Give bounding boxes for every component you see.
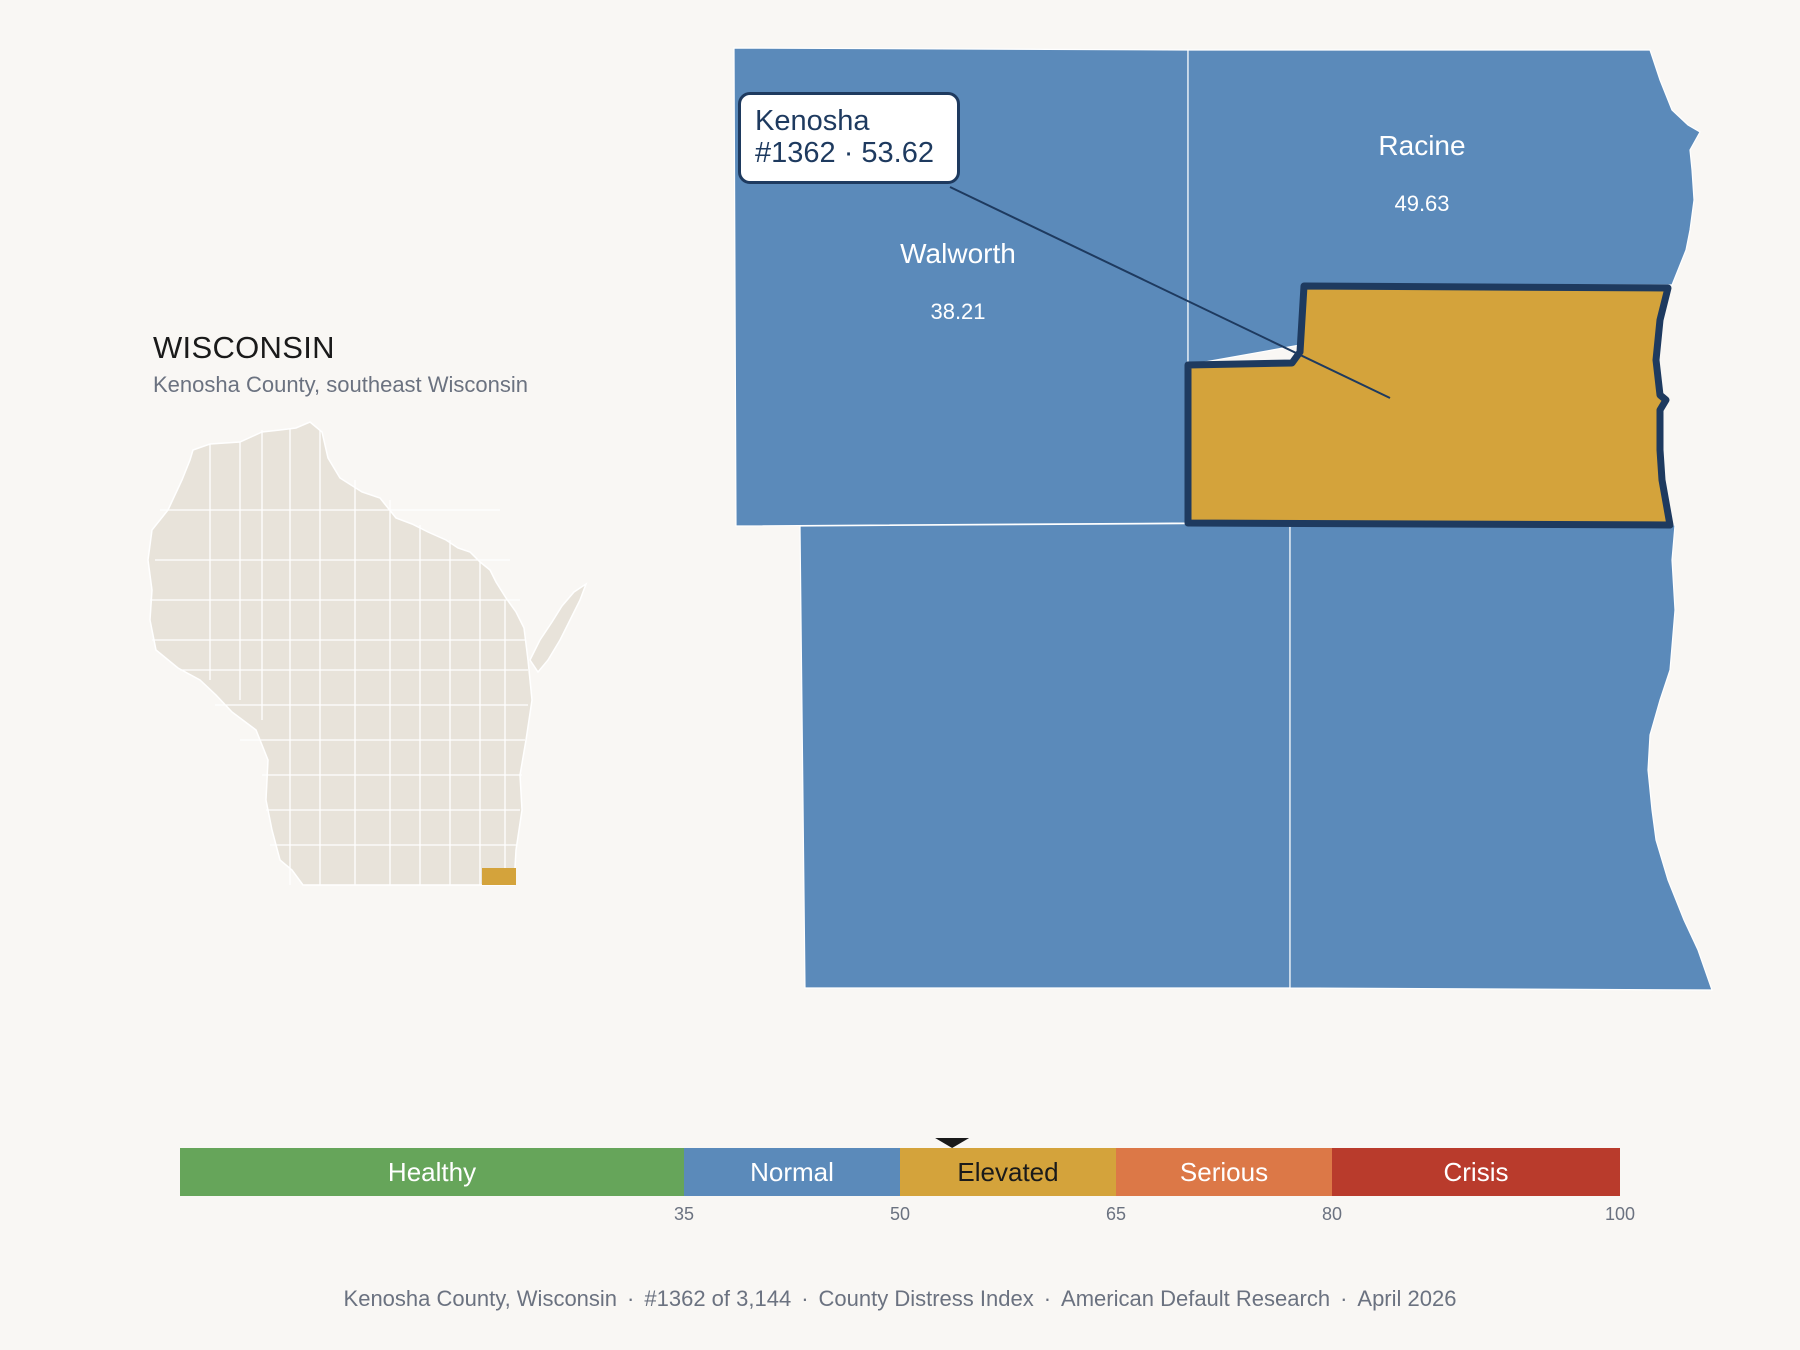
- legend-band-label: Serious: [1180, 1157, 1268, 1187]
- locator-map: [147, 421, 588, 886]
- county-south-east[interactable]: [1289, 522, 1713, 991]
- footer-index-name: County Distress Index: [818, 1286, 1034, 1311]
- footer-separator: ·: [801, 1286, 809, 1311]
- legend-band-label: Normal: [750, 1157, 834, 1187]
- door-peninsula: [529, 582, 588, 674]
- legend-tick-label: 65: [1106, 1204, 1126, 1224]
- legend-value-marker-icon: [935, 1138, 970, 1148]
- county-kenosha[interactable]: [1184, 282, 1674, 529]
- county-label-racine: Racine: [1378, 130, 1465, 161]
- county-value-walworth: 38.21: [930, 299, 985, 324]
- legend-tick-label: 100: [1605, 1204, 1635, 1224]
- legend-band-elevated: [900, 1148, 1116, 1196]
- county-value-racine: 49.63: [1394, 191, 1449, 216]
- footer-source: American Default Research: [1061, 1286, 1331, 1311]
- legend-band-serious: [1116, 1148, 1332, 1196]
- footer-rank: #1362 of 3,144: [644, 1286, 792, 1311]
- county-label-walworth: Walworth: [900, 238, 1016, 269]
- legend-band-healthy: [180, 1148, 684, 1196]
- legend-tick-label: 35: [674, 1204, 694, 1224]
- legend-band-label: Healthy: [388, 1157, 476, 1187]
- county-grid-lines: [150, 428, 528, 885]
- legend-band-normal: [684, 1148, 900, 1196]
- footer-location: Kenosha County, Wisconsin: [343, 1286, 618, 1311]
- footer-separator: ·: [1340, 1286, 1348, 1311]
- footer-caption: Kenosha County, Wisconsin · #1362 of 3,144…: [0, 1286, 1800, 1312]
- locator-state-title: WISCONSIN: [153, 330, 335, 365]
- legend-band-crisis: [1332, 1148, 1620, 1196]
- callout-county-name: Kenosha: [755, 105, 870, 137]
- county-south-west[interactable]: [799, 522, 1291, 989]
- kenosha-callout: Kenosha #1362 · 53.62: [738, 92, 960, 184]
- distress-scale-legend: Healthy Normal Elevated Serious Crisis 35 50 65…: [180, 1138, 1635, 1224]
- locator-kenosha-highlight: [482, 868, 516, 885]
- callout-leader-line: [949, 186, 1391, 399]
- legend-band-label: Crisis: [1444, 1157, 1509, 1187]
- footer-date: April 2026: [1357, 1286, 1457, 1311]
- legend-tick-label: 80: [1322, 1204, 1342, 1224]
- wisconsin-outline: [147, 421, 533, 886]
- footer-separator: ·: [1043, 1286, 1052, 1311]
- legend-tick-label: 50: [890, 1204, 910, 1224]
- locator-subtitle: Kenosha County, southeast Wisconsin: [153, 372, 529, 397]
- footer-separator: ·: [627, 1286, 635, 1311]
- callout-rank-score: #1362 · 53.62: [755, 137, 934, 169]
- detail-map: [733, 47, 1713, 991]
- legend-band-label: Elevated: [957, 1157, 1058, 1187]
